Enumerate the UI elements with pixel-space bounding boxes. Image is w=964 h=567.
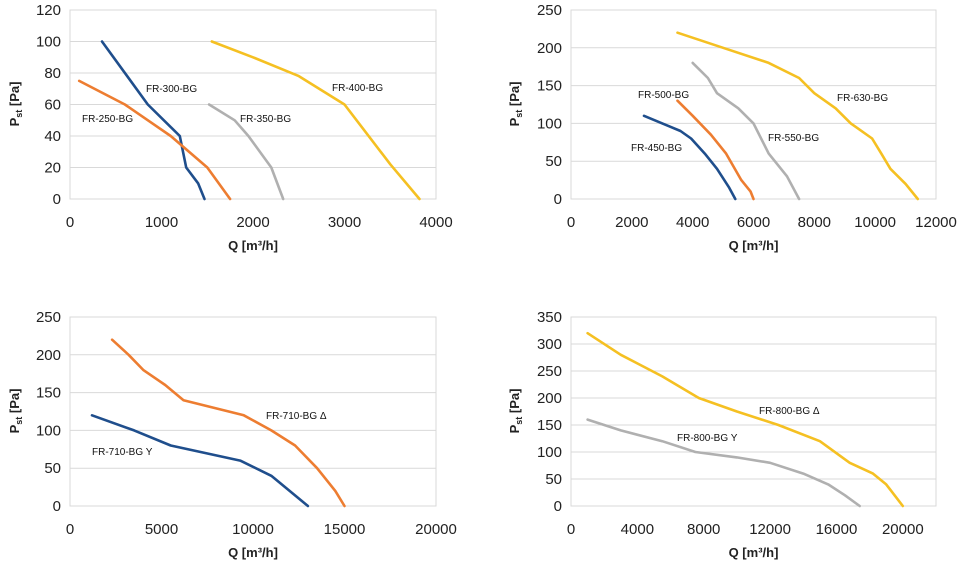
chart-4-y-tick-label: 200 [537,390,562,407]
chart-4-series-line-fr-800-bg- [586,331,905,508]
chart-3-y-axis-title: Pst [Pa] [7,389,24,434]
chart-1-y-tick-label: 120 [36,2,61,19]
chart-1-y-tick-label: 60 [44,97,61,114]
chart-2-series-line-fr-500-bg [676,99,755,201]
chart-3-plot-frame [69,316,437,507]
chart-1-x-tick-label: 1000 [145,214,178,231]
chart-2-y-tick-label: 250 [537,2,562,19]
chart-1-y-tick-label: 0 [53,191,61,208]
chart-4-y-tick-label: 100 [537,444,562,461]
chart-3-x-tick-label: 10000 [232,521,274,538]
chart-1-y-axis-title: Pst [Pa] [7,82,24,127]
chart-2-series-line-fr-550-bg [691,61,801,201]
chart-4-y-axis-title-sub: st [514,417,524,425]
chart-2-y-axis-title: Pst [Pa] [507,82,524,127]
chart-1-y-tick-label: 20 [44,160,61,177]
chart-1-y-axis-title-main: P [7,117,22,126]
chart-3-y-tick-label: 0 [53,498,61,515]
chart-4-y-axis-title-main: P [507,424,522,433]
chart-4-x-tick-label: 0 [567,521,575,538]
chart-3-y-tick-label: 250 [36,309,61,326]
chart-3-x-tick-label: 0 [66,521,74,538]
chart-2-series-label-fr-630-bg: FR-630-BG [837,93,888,104]
chart-1-y-tick-label: 80 [44,65,61,82]
chart-4-x-tick-label: 8000 [687,521,720,538]
chart-1-y-tick-label: 40 [44,128,61,145]
chart-3-series-line-fr-710-bg-y [90,413,310,508]
chart-2-x-axis-title: Q [m³/h] [729,238,779,253]
chart-3-y-axis-title-sub: st [14,417,24,425]
chart-4-x-axis-title: Q [m³/h] [729,545,779,560]
chart-1-x-tick-label: 3000 [328,214,361,231]
chart-1-series-line-fr-350-bg [207,103,285,201]
chart-2-x-tick-label: 10000 [854,214,896,231]
chart-2-y-tick-label: 200 [537,40,562,57]
chart-2-series-label-fr-450-bg: FR-450-BG [631,143,682,154]
chart-4-y-tick-label: 300 [537,336,562,353]
chart-2-x-tick-label: 0 [567,214,575,231]
chart-1-series-label-fr-400-bg: FR-400-BG [332,83,383,94]
chart-1-x-tick-label: 0 [66,214,74,231]
chart-4-y-tick-label: 250 [537,363,562,380]
chart-1-series-line-fr-400-bg [210,40,421,201]
chart-4-y-tick-label: 350 [537,309,562,326]
chart-4-plot-frame [570,316,937,507]
chart-1-series-label-fr-300-bg: FR-300-BG [146,84,197,95]
chart-4-x-tick-label: 20000 [882,521,924,538]
chart-3-x-tick-label: 5000 [145,521,178,538]
chart-4-x-tick-label: 16000 [816,521,858,538]
chart-3-y-tick-label: 150 [36,385,61,402]
chart-3-y-tick-label: 50 [44,460,61,477]
chart-2-y-tick-label: 100 [537,115,562,132]
chart-1-x-axis-title: Q [m³/h] [228,238,278,253]
chart-4-y-tick-label: 50 [545,471,562,488]
chart-4-y-tick-label: 150 [537,417,562,434]
chart-4-y-axis-title: Pst [Pa] [507,389,524,434]
chart-2-y-tick-label: 50 [545,153,562,170]
chart-2-x-tick-label: 2000 [615,214,648,231]
chart-3-series-label-fr-710-bg-: FR-710-BG Δ [266,411,327,422]
chart-2-series-label-fr-500-bg: FR-500-BG [638,90,689,101]
chart-1-plot-frame [69,9,437,200]
chart-4-x-tick-label: 12000 [749,521,791,538]
chart-4-series-line-fr-800-bg-y [586,418,862,508]
chart-3-x-tick-label: 20000 [415,521,457,538]
chart-2-x-tick-label: 8000 [798,214,831,231]
chart-1-series-label-fr-350-bg: FR-350-BG [240,114,291,125]
chart-3-series-label-fr-710-bg-y: FR-710-BG Y [92,447,153,458]
chart-4-y-axis-title-tail: [Pa] [507,389,522,417]
chart-3-x-tick-label: 15000 [324,521,366,538]
chart-2-y-tick-label: 150 [537,78,562,95]
chart-1-x-tick-label: 2000 [236,214,269,231]
chart-3-x-axis-title: Q [m³/h] [228,545,278,560]
chart-2-plot-frame [570,9,937,200]
chart-2-x-tick-label: 12000 [915,214,957,231]
chart-1-y-tick-label: 100 [36,34,61,51]
chart-3-y-axis-title-tail: [Pa] [7,389,22,417]
chart-1-series-label-fr-250-bg: FR-250-BG [82,114,133,125]
chart-3-series-line-fr-710-bg- [110,338,346,508]
chart-4-y-tick-label: 0 [554,498,562,515]
chart-1-x-tick-label: 4000 [419,214,452,231]
chart-1-series-line-fr-250-bg [77,79,232,201]
chart-1-series-line-fr-300-bg [100,40,206,201]
chart-2-series-label-fr-550-bg: FR-550-BG [768,133,819,144]
chart-4-series-label-fr-800-bg-y: FR-800-BG Y [677,433,738,444]
chart-3-y-tick-label: 100 [36,422,61,439]
chart-2-x-tick-label: 6000 [737,214,770,231]
chart-4-x-tick-label: 4000 [621,521,654,538]
chart-3-y-tick-label: 200 [36,347,61,364]
chart-2-x-tick-label: 4000 [676,214,709,231]
chart-3-y-axis-title-main: P [7,424,22,433]
chart-1-y-axis-title-tail: [Pa] [7,82,22,110]
chart-2-y-axis-title-tail: [Pa] [507,82,522,110]
chart-2-series-line-fr-630-bg [676,31,920,201]
chart-4-series-label-fr-800-bg-: FR-800-BG Δ [759,406,820,417]
chart-1-y-axis-title-sub: st [14,110,24,118]
chart-2-y-tick-label: 0 [554,191,562,208]
chart-2-series-line-fr-450-bg [642,114,737,201]
chart-2-y-axis-title-main: P [507,117,522,126]
chart-2-y-axis-title-sub: st [514,110,524,118]
